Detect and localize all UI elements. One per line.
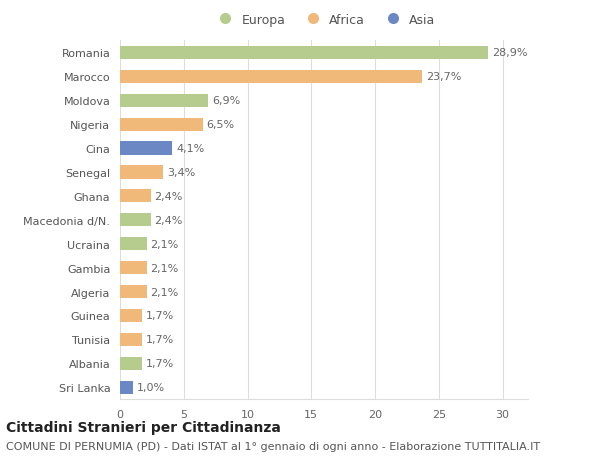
Text: 4,1%: 4,1% [176, 144, 205, 154]
Bar [120, 309, 142, 322]
Bar [120, 142, 172, 155]
Text: 1,7%: 1,7% [146, 311, 174, 321]
Text: 2,1%: 2,1% [151, 263, 179, 273]
Bar [120, 214, 151, 227]
Text: 28,9%: 28,9% [493, 48, 528, 58]
Bar [120, 333, 142, 346]
Text: 1,0%: 1,0% [137, 382, 164, 392]
Text: 6,5%: 6,5% [206, 120, 235, 130]
Bar [120, 166, 163, 179]
Text: 3,4%: 3,4% [167, 168, 196, 178]
Bar [120, 262, 147, 274]
Bar [120, 285, 147, 298]
Text: Cittadini Stranieri per Cittadinanza: Cittadini Stranieri per Cittadinanza [6, 420, 281, 434]
Bar [120, 357, 142, 370]
Text: 6,9%: 6,9% [212, 96, 240, 106]
Text: COMUNE DI PERNUMIA (PD) - Dati ISTAT al 1° gennaio di ogni anno - Elaborazione T: COMUNE DI PERNUMIA (PD) - Dati ISTAT al … [6, 441, 540, 451]
Text: 2,4%: 2,4% [154, 215, 183, 225]
Bar [120, 190, 151, 203]
Text: 23,7%: 23,7% [426, 72, 461, 82]
Legend: Europa, Africa, Asia: Europa, Africa, Asia [208, 9, 440, 32]
Bar [120, 71, 422, 84]
Bar [120, 381, 133, 394]
Bar [120, 47, 488, 60]
Bar [120, 95, 208, 107]
Text: 2,1%: 2,1% [151, 239, 179, 249]
Text: 1,7%: 1,7% [146, 335, 174, 345]
Bar [120, 118, 203, 131]
Text: 2,4%: 2,4% [154, 191, 183, 202]
Text: 1,7%: 1,7% [146, 358, 174, 369]
Text: 2,1%: 2,1% [151, 287, 179, 297]
Bar [120, 238, 147, 251]
